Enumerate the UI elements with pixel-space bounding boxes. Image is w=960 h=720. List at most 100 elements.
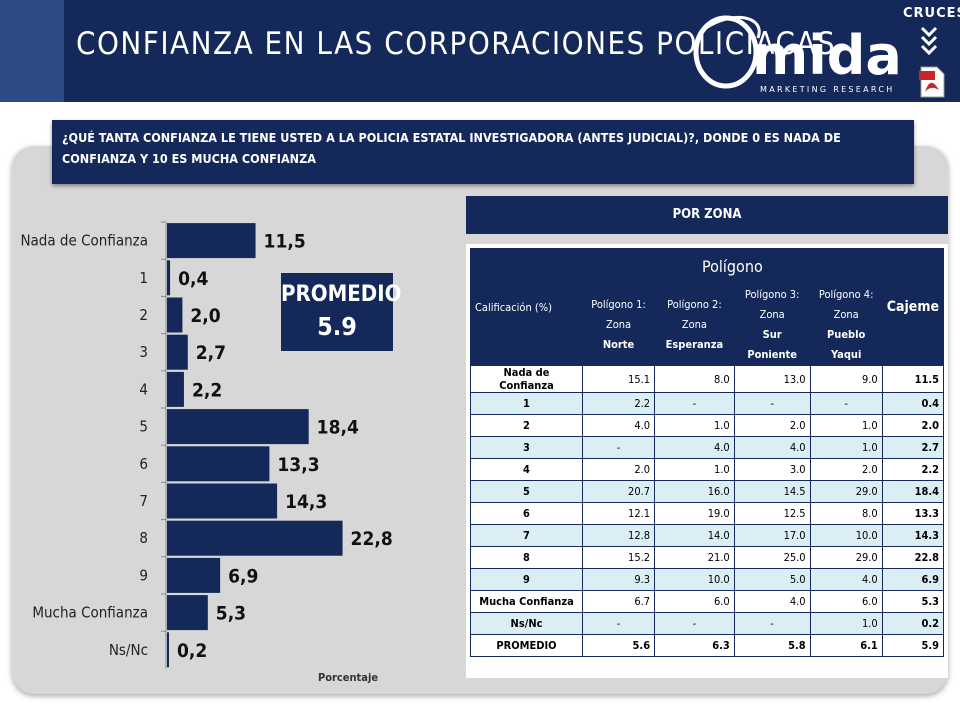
por-zona-banner: POR ZONA xyxy=(466,196,948,234)
bar xyxy=(167,223,256,259)
cajeme-cell: 11.5 xyxy=(881,365,945,393)
table-row: 9 9.3 10.0 5.0 4.0 6.9 xyxy=(470,568,945,591)
row-label: Mucha Confianza xyxy=(470,590,583,613)
table-cell: 9.0 xyxy=(809,365,883,393)
category-label: 9 xyxy=(139,566,148,584)
table-cell: 9.3 xyxy=(581,568,656,591)
header-poligono-1: Polígono 1: Zona Norte xyxy=(581,284,656,366)
table-cell: 8.0 xyxy=(654,365,735,393)
table-cell: 4.0 xyxy=(654,436,735,459)
data-label: 18,4 xyxy=(317,417,359,439)
table-cell: 16.0 xyxy=(654,480,735,503)
bar xyxy=(167,557,221,593)
table-cell: 17.0 xyxy=(733,524,811,547)
table-cell: 1.0 xyxy=(809,436,883,459)
table-cell: - xyxy=(809,392,883,415)
table-cell: 21.0 xyxy=(654,546,735,569)
table-cell: 14.0 xyxy=(654,524,735,547)
bar xyxy=(167,595,208,631)
header-cajeme: Cajeme xyxy=(881,248,945,366)
promedio-box: PROMEDIO 5.9 xyxy=(281,273,402,351)
bar xyxy=(167,371,184,407)
table-cell: 15.1 xyxy=(581,365,656,393)
table-row: PROMEDIO 5.6 6.3 5.8 6.1 5.9 xyxy=(470,634,945,657)
row-label: Nada de Confianza xyxy=(470,365,583,393)
bar xyxy=(167,632,169,668)
table-row: 5 20.7 16.0 14.5 29.0 18.4 xyxy=(470,480,945,503)
bar xyxy=(167,297,183,333)
header-bar xyxy=(0,0,960,102)
header-poligono: Polígono xyxy=(582,248,883,285)
table-cell: - xyxy=(733,612,811,635)
table-cell: - xyxy=(654,612,735,635)
table-cell: 5.0 xyxy=(733,568,811,591)
cajeme-cell: 6.9 xyxy=(881,568,945,591)
data-label: 0,2 xyxy=(177,640,207,662)
table-cell: 2.0 xyxy=(809,458,883,481)
cruces-label[interactable]: CRUCES xyxy=(903,6,960,21)
cajeme-cell: 0.2 xyxy=(881,612,945,635)
row-label: 5 xyxy=(470,480,583,503)
bar xyxy=(167,446,270,482)
header-poligono-2: Polígono 2: Zona Esperanza xyxy=(654,284,735,366)
table-row: 4 2.0 1.0 3.0 2.0 2.2 xyxy=(470,458,945,481)
header-accent xyxy=(0,0,64,102)
cajeme-cell: 2.0 xyxy=(881,414,945,437)
table-cell: 1.0 xyxy=(809,414,883,437)
zone-table-body: Nada de Confianza 15.1 8.0 13.0 9.0 11.5 1 2.2-… xyxy=(470,365,945,657)
pdf-icon[interactable] xyxy=(919,66,945,98)
chevron-down-icon[interactable] xyxy=(920,26,938,58)
category-label: 7 xyxy=(139,492,148,510)
zone-table-container: Calificación (%) Polígono Cajeme Polígon… xyxy=(466,244,948,678)
cajeme-cell: 18.4 xyxy=(881,480,945,503)
table-cell: 2.0 xyxy=(581,458,656,481)
table-row: Ns/Nc - - -1.0 0.2 xyxy=(470,612,945,635)
table-cell: 6.0 xyxy=(654,590,735,613)
table-cell: 19.0 xyxy=(654,502,735,525)
page-title: CONFIANZA EN LAS CORPORACIONES POLICIACA… xyxy=(76,26,837,62)
table-cell: 8.0 xyxy=(809,502,883,525)
table-row: 2 4.0 1.0 2.0 1.0 2.0 xyxy=(470,414,945,437)
table-cell: 6.7 xyxy=(581,590,656,613)
category-label: Ns/Nc xyxy=(109,641,148,659)
table-cell: 12.5 xyxy=(733,502,811,525)
category-label: Mucha Confianza xyxy=(32,604,148,622)
data-label: 2,7 xyxy=(196,342,226,364)
data-label: 2,0 xyxy=(190,305,220,327)
table-row: 8 15.2 21.0 25.0 29.0 22.8 xyxy=(470,546,945,569)
table-cell: 25.0 xyxy=(733,546,811,569)
row-label: 6 xyxy=(470,502,583,525)
bar xyxy=(167,483,278,519)
table-cell: 13.0 xyxy=(733,365,811,393)
bar xyxy=(167,409,309,445)
row-label: 7 xyxy=(470,524,583,547)
data-label: 0,4 xyxy=(178,268,208,290)
promedio-label: PROMEDIO xyxy=(281,282,402,307)
table-row: Mucha Confianza 6.7 6.0 4.0 6.0 5.3 xyxy=(470,590,945,613)
table-cell: 20.7 xyxy=(581,480,656,503)
row-label: 3 xyxy=(470,436,583,459)
cajeme-cell: 5.3 xyxy=(881,590,945,613)
table-cell: 15.2 xyxy=(581,546,656,569)
table-cell: 10.0 xyxy=(809,524,883,547)
table-cell: - xyxy=(581,436,656,459)
table-cell: 1.0 xyxy=(654,458,735,481)
table-cell: - xyxy=(654,392,735,415)
bar xyxy=(167,334,188,370)
table-cell: 4.0 xyxy=(733,436,811,459)
data-label: 5,3 xyxy=(216,603,246,625)
bar xyxy=(167,260,171,296)
table-cell: 12.8 xyxy=(581,524,656,547)
row-label: 8 xyxy=(470,546,583,569)
category-label: 5 xyxy=(139,418,148,436)
category-label: 2 xyxy=(139,306,148,324)
x-axis-label: Porcentaje xyxy=(318,671,379,684)
table-row: 6 12.1 19.0 12.5 8.0 13.3 xyxy=(470,502,945,525)
table-cell: 5.6 xyxy=(581,634,656,657)
cajeme-cell: 14.3 xyxy=(881,524,945,547)
data-label: 14,3 xyxy=(285,491,327,513)
cajeme-cell: 5.9 xyxy=(881,634,945,657)
header-poligono-3: Polígono 3: Zona Sur Poniente xyxy=(733,284,811,366)
data-label: 13,3 xyxy=(277,454,319,476)
